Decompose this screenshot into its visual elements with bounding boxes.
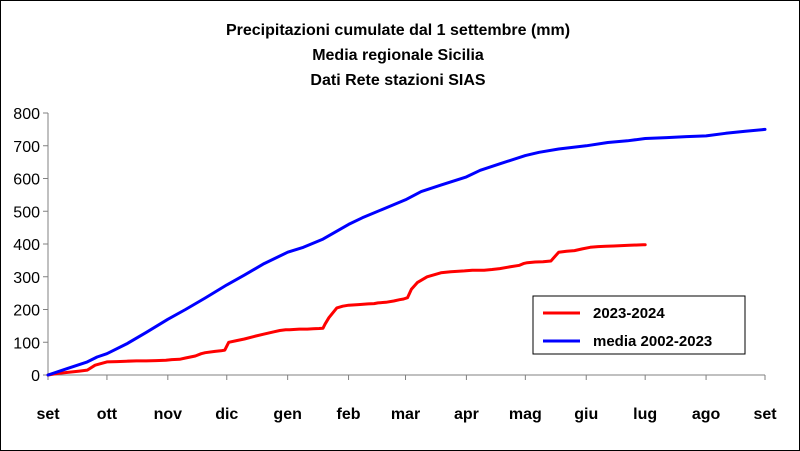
x-tick-label: set <box>753 406 777 423</box>
x-tick-label: giu <box>574 406 598 423</box>
y-tick-label: 700 <box>13 139 40 156</box>
legend: 2023-2024 media 2002-2023 <box>532 295 746 355</box>
y-tick-label: 300 <box>13 270 40 287</box>
plot-area <box>46 127 767 377</box>
series-line-media-2002-2023 <box>46 127 767 377</box>
legend-label: media 2002-2023 <box>593 333 712 350</box>
y-tick-label: 800 <box>13 106 40 123</box>
x-tick-label: ago <box>692 406 721 423</box>
x-tick-label: apr <box>454 406 479 423</box>
x-tick-label: gen <box>273 406 301 423</box>
y-tick-label: 200 <box>13 303 40 320</box>
x-axis: set ott nov dic gen feb mar apr mag giu lug ago set <box>36 375 777 423</box>
x-tick-label: mag <box>509 406 542 423</box>
y-tick-label: 500 <box>13 204 40 221</box>
x-tick-label: nov <box>154 406 183 423</box>
chart-title-line-1: Precipitazioni cumulate dal 1 settembre … <box>226 22 570 39</box>
x-tick-label: set <box>36 406 60 423</box>
y-axis: 0 100 200 300 400 500 600 700 800 <box>13 106 48 385</box>
x-tick-label: feb <box>337 406 361 423</box>
legend-label: 2023-2024 <box>593 305 665 322</box>
x-tick-label: dic <box>215 406 238 423</box>
x-tick-label: lug <box>633 406 657 423</box>
x-tick-label: mar <box>391 406 420 423</box>
y-tick-label: 600 <box>13 172 40 189</box>
legend-box <box>532 295 746 355</box>
x-tick-label: ott <box>97 406 118 423</box>
chart-title-line-2: Media regionale Sicilia <box>312 47 484 64</box>
series-line-2023-2024 <box>46 243 647 377</box>
y-tick-label: 400 <box>13 237 40 254</box>
y-tick-label: 100 <box>13 335 40 352</box>
chart-title: Precipitazioni cumulate dal 1 settembre … <box>226 22 570 89</box>
chart-title-line-3: Dati Rete stazioni SIAS <box>310 72 485 89</box>
y-tick-label: 0 <box>31 368 40 385</box>
